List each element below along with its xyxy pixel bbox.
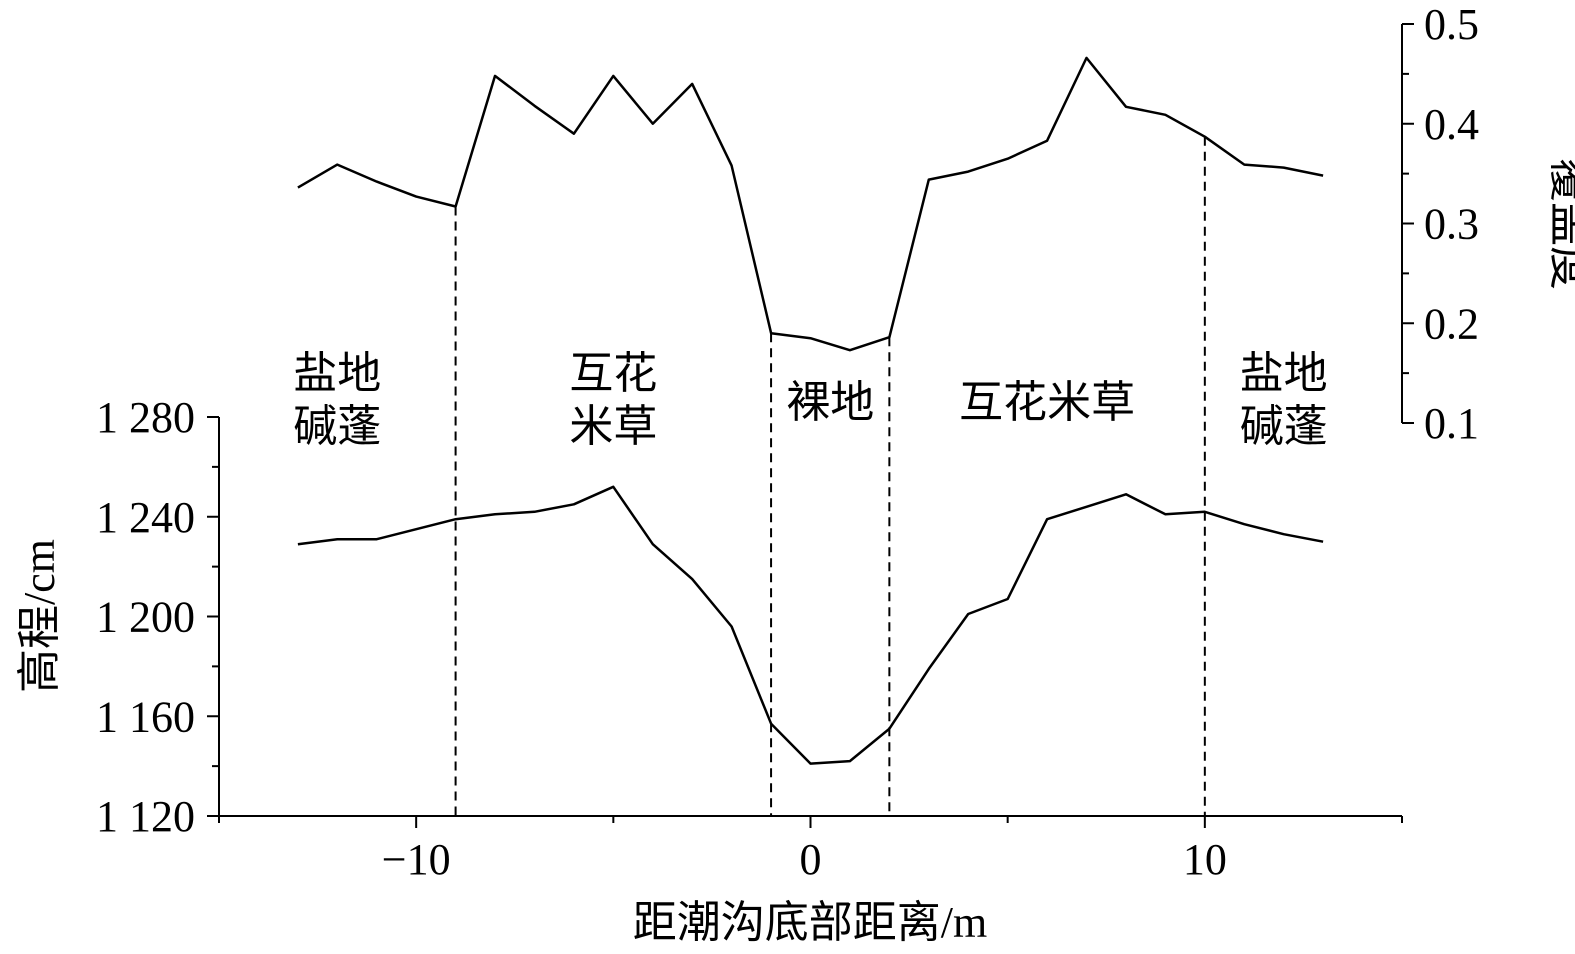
y-tick-label: 1 120	[96, 792, 195, 841]
y-axis-title: 高程/cm	[15, 539, 64, 693]
zone-label: 碱蓬	[293, 401, 381, 452]
zone-label: 裸地	[786, 377, 874, 428]
zone-label: 碱蓬	[1240, 401, 1328, 452]
y2-tick-label: 0.2	[1424, 299, 1479, 348]
zone-label: 盐地	[293, 348, 381, 399]
coverage-line	[297, 56, 1324, 352]
y2-axis-title: 覆盖度	[1545, 158, 1575, 290]
zone-label: 互花米草	[959, 377, 1135, 428]
y2-tick-label: 0.5	[1424, 0, 1479, 49]
left-axis-ticks: 1 120 1 160 1 200 1 240 1 280	[96, 393, 219, 841]
series-group	[297, 56, 1324, 765]
zone-dividers	[454, 136, 1206, 816]
zone-label: 米草	[569, 401, 657, 452]
x-tick-label: 10	[1183, 835, 1227, 884]
y-tick-label: 1 240	[96, 493, 195, 542]
y-tick-label: 1 200	[96, 593, 195, 642]
x-tick-label: −10	[382, 835, 451, 884]
y-tick-label: 1 280	[96, 393, 195, 442]
x-tick-label: 0	[800, 835, 822, 884]
y2-tick-label: 0.1	[1424, 399, 1479, 448]
y2-tick-label: 0.3	[1424, 200, 1479, 249]
zone-label: 盐地	[1240, 348, 1328, 399]
elevation-line	[297, 485, 1324, 765]
x-axis-title: 距潮沟底部距离/m	[633, 898, 987, 947]
zone-label: 互花	[569, 348, 657, 399]
bottom-axis-ticks: −10 0 10	[218, 816, 1403, 884]
y-tick-label: 1 160	[96, 692, 195, 741]
right-axis-ticks: 0.1 0.2 0.3 0.4 0.5	[1402, 0, 1479, 448]
y2-tick-label: 0.4	[1424, 100, 1479, 149]
